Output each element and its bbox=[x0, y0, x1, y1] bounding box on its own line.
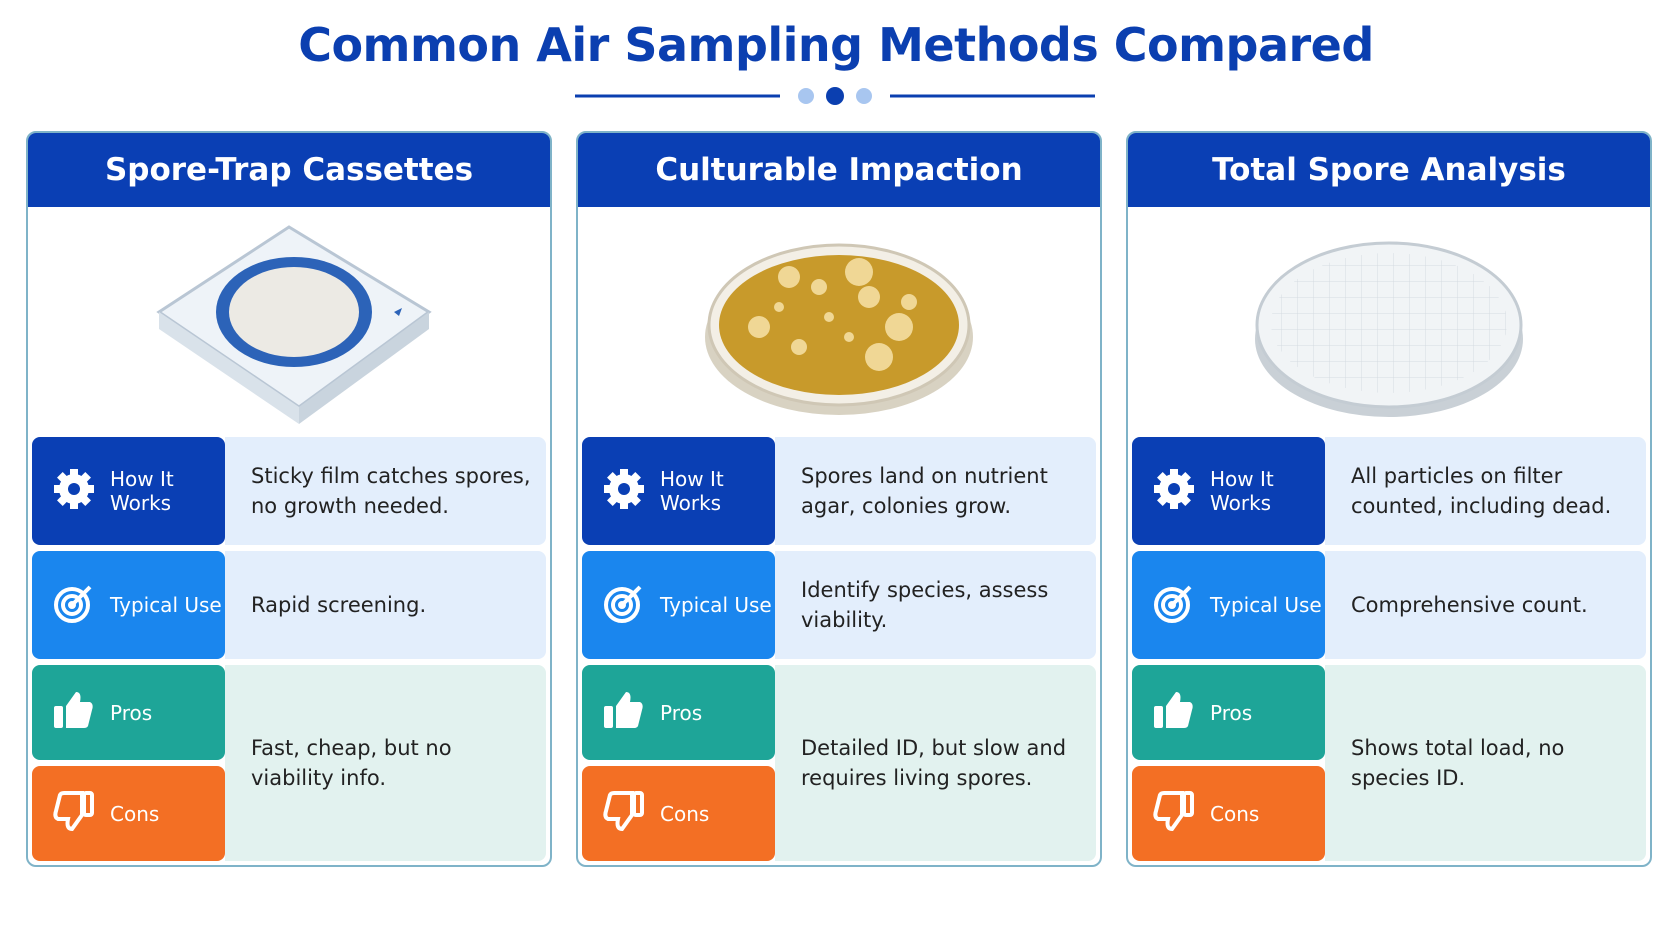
title-divider bbox=[575, 87, 1095, 105]
cons-label: Cons bbox=[1132, 766, 1325, 861]
how-row: How It Works All particles on filter coun… bbox=[1132, 437, 1646, 545]
how-label-text: How It Works bbox=[660, 467, 724, 515]
how-icon bbox=[52, 467, 96, 516]
method-card: Culturable Impaction How It Works Spores l… bbox=[576, 131, 1102, 867]
pros-cons-row: Pros Cons Fast, cheap, but no viability in… bbox=[32, 665, 546, 861]
cons-icon bbox=[602, 789, 646, 838]
cons-icon bbox=[1152, 789, 1196, 838]
method-image bbox=[28, 207, 550, 437]
typical-label: Typical Use bbox=[582, 551, 775, 659]
pros-label-text: Pros bbox=[110, 700, 153, 725]
pros-icon bbox=[1152, 688, 1196, 737]
how-icon bbox=[1152, 467, 1196, 516]
card-title: Total Spore Analysis bbox=[1128, 133, 1650, 207]
typical-row: Typical Use Rapid screening. bbox=[32, 551, 546, 659]
pros-icon bbox=[52, 688, 96, 737]
cons-label: Cons bbox=[32, 766, 225, 861]
how-text: All particles on filter counted, includi… bbox=[1325, 437, 1646, 545]
pros-label-text: Pros bbox=[1210, 700, 1253, 725]
typical-label-text: Typical Use bbox=[660, 593, 772, 617]
how-label: How It Works bbox=[1132, 437, 1325, 545]
how-label: How It Works bbox=[582, 437, 775, 545]
pros-cons-text: Fast, cheap, but no viability info. bbox=[225, 665, 546, 861]
typical-text: Identify species, assess viability. bbox=[775, 551, 1096, 659]
page-title: Common Air Sampling Methods Compared bbox=[298, 18, 1374, 72]
typical-row: Typical Use Comprehensive count. bbox=[1132, 551, 1646, 659]
typical-label: Typical Use bbox=[1132, 551, 1325, 659]
pros-cons-text: Detailed ID, but slow and requires livin… bbox=[775, 665, 1096, 861]
typical-icon bbox=[52, 581, 96, 630]
pros-cons-labels: Pros Cons bbox=[582, 665, 775, 861]
cons-icon bbox=[52, 789, 96, 838]
method-image bbox=[578, 207, 1100, 437]
method-card: Spore-Trap Cassettes How It Works Sticky f… bbox=[26, 131, 552, 867]
typical-label: Typical Use bbox=[32, 551, 225, 659]
pros-label: Pros bbox=[32, 665, 225, 760]
typical-row: Typical Use Identify species, assess viab… bbox=[582, 551, 1096, 659]
how-text: Sticky film catches spores, no growth ne… bbox=[225, 437, 546, 545]
how-text: Spores land on nutrient agar, colonies g… bbox=[775, 437, 1096, 545]
pros-cons-labels: Pros Cons bbox=[32, 665, 225, 861]
cons-label-text: Cons bbox=[110, 801, 160, 826]
typical-icon bbox=[1152, 581, 1196, 630]
pros-cons-text: Shows total load, no species ID. bbox=[1325, 665, 1646, 861]
pros-label: Pros bbox=[1132, 665, 1325, 760]
cons-label: Cons bbox=[582, 766, 775, 861]
pros-label-text: Pros bbox=[660, 700, 703, 725]
card-title: Culturable Impaction bbox=[578, 133, 1100, 207]
pros-cons-labels: Pros Cons bbox=[1132, 665, 1325, 861]
cons-label-text: Cons bbox=[660, 801, 710, 826]
typical-text: Rapid screening. bbox=[225, 551, 546, 659]
card-title: Spore-Trap Cassettes bbox=[28, 133, 550, 207]
how-icon bbox=[602, 467, 646, 516]
how-label-text: How It Works bbox=[110, 467, 174, 515]
typical-label-text: Typical Use bbox=[110, 593, 222, 617]
pros-icon bbox=[602, 688, 646, 737]
pros-label: Pros bbox=[582, 665, 775, 760]
cons-label-text: Cons bbox=[1210, 801, 1260, 826]
how-row: How It Works Sticky film catches spores, … bbox=[32, 437, 546, 545]
how-row: How It Works Spores land on nutrient agar… bbox=[582, 437, 1096, 545]
typical-icon bbox=[602, 581, 646, 630]
method-image bbox=[1128, 207, 1650, 437]
how-label: How It Works bbox=[32, 437, 225, 545]
typical-text: Comprehensive count. bbox=[1325, 551, 1646, 659]
typical-label-text: Typical Use bbox=[1210, 593, 1322, 617]
pros-cons-row: Pros Cons Detailed ID, but slow and requir… bbox=[582, 665, 1096, 861]
pros-cons-row: Pros Cons Shows total load, no species ID. bbox=[1132, 665, 1646, 861]
how-label-text: How It Works bbox=[1210, 467, 1274, 515]
method-card: Total Spore Analysis How It Works All part… bbox=[1126, 131, 1652, 867]
